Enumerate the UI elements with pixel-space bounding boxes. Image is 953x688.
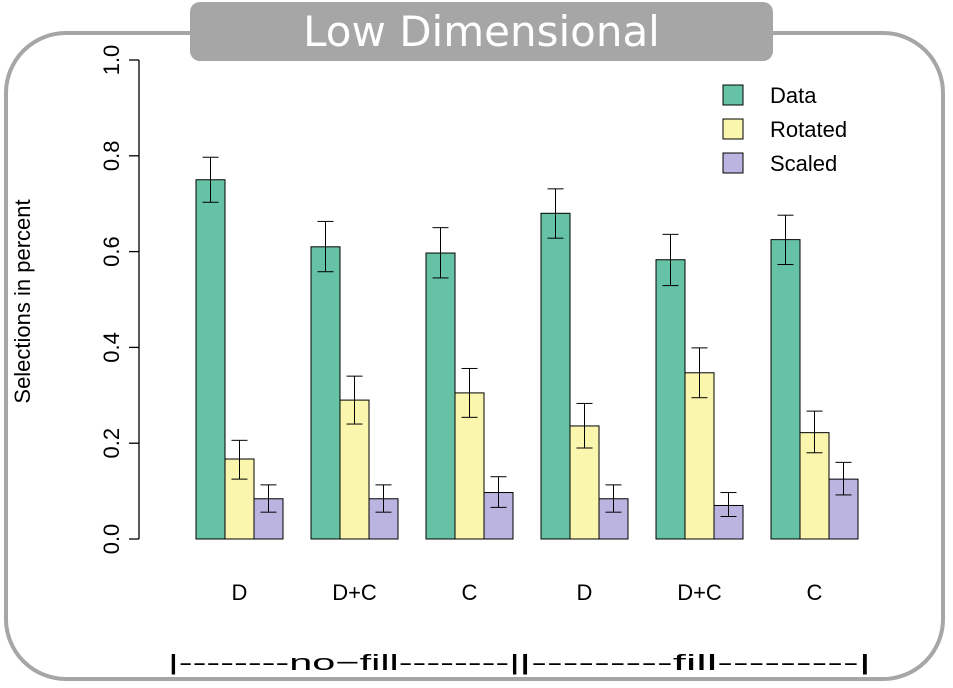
x-category-label: D+C [677,580,722,605]
group-label-fill: |---------fill---------| [519,650,871,675]
bar-data [425,252,456,540]
bar-rotated [454,392,485,540]
y-tick-label: 0.6 [99,236,124,267]
y-tick-label: 0.0 [99,524,124,555]
legend-swatch-rotated [722,118,744,140]
bar-rotated [684,372,715,540]
panel-title: Low Dimensional [190,2,773,61]
x-category-label: C [807,580,823,605]
y-axis-label: Selections in percent [10,199,35,403]
bar-data [310,246,341,540]
legend-swatch-data [722,84,744,106]
x-category-label: D [232,580,248,605]
bar-data [770,239,801,540]
legend-swatch-scaled [722,152,744,174]
bar-data [655,259,686,540]
bar-rotated [224,458,255,540]
bar-data [540,212,571,540]
y-tick-label: 0.4 [99,332,124,363]
bar-data [195,179,226,540]
x-category-label: D [577,580,593,605]
y-tick-label: 0.2 [99,428,124,459]
y-tick-label: 0.8 [99,141,124,172]
legend-label-scaled: Scaled [770,151,837,176]
legend-label-data: Data [770,83,817,108]
group-label-no-fill: |--------no−fill--------| [168,650,520,675]
x-category-label: D+C [332,580,377,605]
y-tick-label: 1.0 [99,45,124,76]
legend-label-rotated: Rotated [770,117,847,142]
x-category-label: C [462,580,478,605]
